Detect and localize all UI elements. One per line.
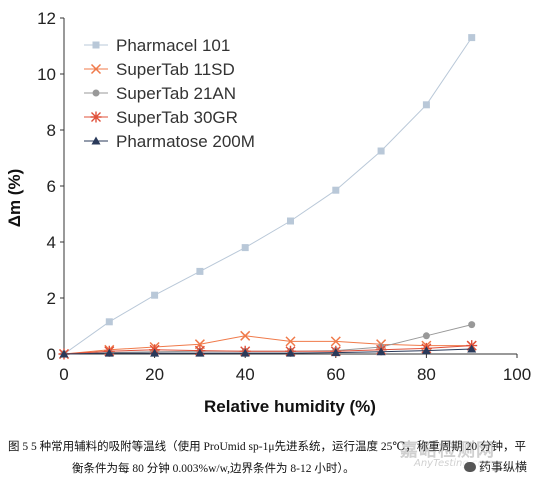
x-tick-label: 60 [326, 365, 345, 384]
wechat-badge: 药事纵横 [462, 458, 530, 475]
caption-line-1: 图 5 5 种常用辅料的吸附等温线（使用 ProUmid sp-1μ先进系统，运… [8, 441, 527, 453]
y-tick-label: 12 [37, 9, 56, 28]
watermark-logo: 嘉峪检测网 [400, 440, 495, 461]
x-tick-label: 40 [236, 365, 255, 384]
sorption-isotherm-chart: 0 20 40 60 80 100 0 2 4 6 8 10 12 Pharmacel 101 Super… [5, 9, 531, 416]
y-tick-label: 8 [47, 121, 56, 140]
legend-item: Pharmacel 101 [84, 36, 230, 55]
legend-item: Pharmatose 200M [84, 132, 255, 151]
data-point [376, 347, 386, 356]
data-point [468, 34, 476, 42]
data-point [59, 349, 69, 358]
data-point [467, 344, 477, 353]
wechat-icon [464, 462, 476, 472]
data-point [150, 348, 160, 357]
data-point [331, 348, 341, 357]
wechat-badge-text: 药事纵横 [479, 460, 528, 474]
figure-caption: 图 5 5 种常用辅料的吸附等温线（使用 ProUmid sp-1μ先进系统，运… [8, 436, 548, 480]
x-tick-label: 80 [417, 365, 436, 384]
legend-label: SuperTab 30GR [116, 108, 238, 127]
legend-item: SuperTab 11SD [84, 60, 235, 79]
series-line [63, 324, 472, 355]
x-tick-label: 20 [145, 365, 164, 384]
y-tick-label: 4 [47, 233, 56, 252]
legend-marker [90, 63, 102, 75]
data-point [151, 291, 159, 299]
y-axis-title: Δm (%) [5, 169, 24, 228]
legend-marker [92, 89, 100, 97]
series-line [63, 37, 473, 355]
legend-marker [91, 136, 101, 145]
axes: 0 20 40 60 80 100 0 2 4 6 8 10 12 [37, 9, 531, 384]
data-point [287, 217, 294, 225]
data-point [330, 336, 341, 347]
series-0 [60, 34, 476, 358]
y-tick-label: 0 [47, 345, 56, 364]
caption-line-2: 衡条件为每 80 分钟 0.003%w/w,边界条件为 8-12 小时）。 [72, 463, 355, 475]
data-point [422, 332, 430, 340]
data-point [377, 147, 385, 155]
data-point [105, 318, 113, 326]
data-point [332, 186, 340, 194]
legend-item: SuperTab 21AN [84, 84, 236, 103]
legend-item: SuperTab 30GR [84, 108, 238, 127]
series-layer [58, 34, 478, 360]
series-line [63, 335, 472, 355]
y-tick-label: 10 [37, 65, 56, 84]
data-point [240, 348, 250, 357]
data-point [286, 348, 295, 357]
watermark-url: AnyTesting.com [414, 458, 494, 469]
series-2 [60, 321, 476, 358]
data-point [468, 321, 476, 329]
series-line [63, 345, 472, 355]
data-point [195, 348, 205, 357]
data-point [422, 101, 430, 109]
series-4 [59, 344, 477, 358]
legend-label: Pharmatose 200M [116, 132, 255, 151]
series-3 [58, 340, 478, 360]
legend: Pharmacel 101 SuperTab 11SD SuperTab 21AN S… [84, 36, 255, 151]
x-axis-title: Relative humidity (%) [204, 397, 376, 416]
legend-label: SuperTab 21AN [116, 84, 236, 103]
data-point [240, 330, 251, 341]
y-tick-label: 6 [47, 177, 56, 196]
legend-label: SuperTab 11SD [116, 60, 235, 79]
x-tick-label: 100 [503, 365, 531, 384]
legend-label: Pharmacel 101 [116, 36, 230, 55]
legend-marker [90, 111, 102, 123]
y-tick-label: 2 [47, 289, 56, 308]
data-point [104, 348, 114, 357]
legend-marker [92, 41, 100, 49]
series-line [63, 348, 472, 355]
x-tick-label: 0 [59, 365, 68, 384]
data-point [285, 336, 296, 347]
data-point [241, 244, 249, 252]
data-point [421, 346, 431, 355]
data-point [196, 267, 204, 275]
